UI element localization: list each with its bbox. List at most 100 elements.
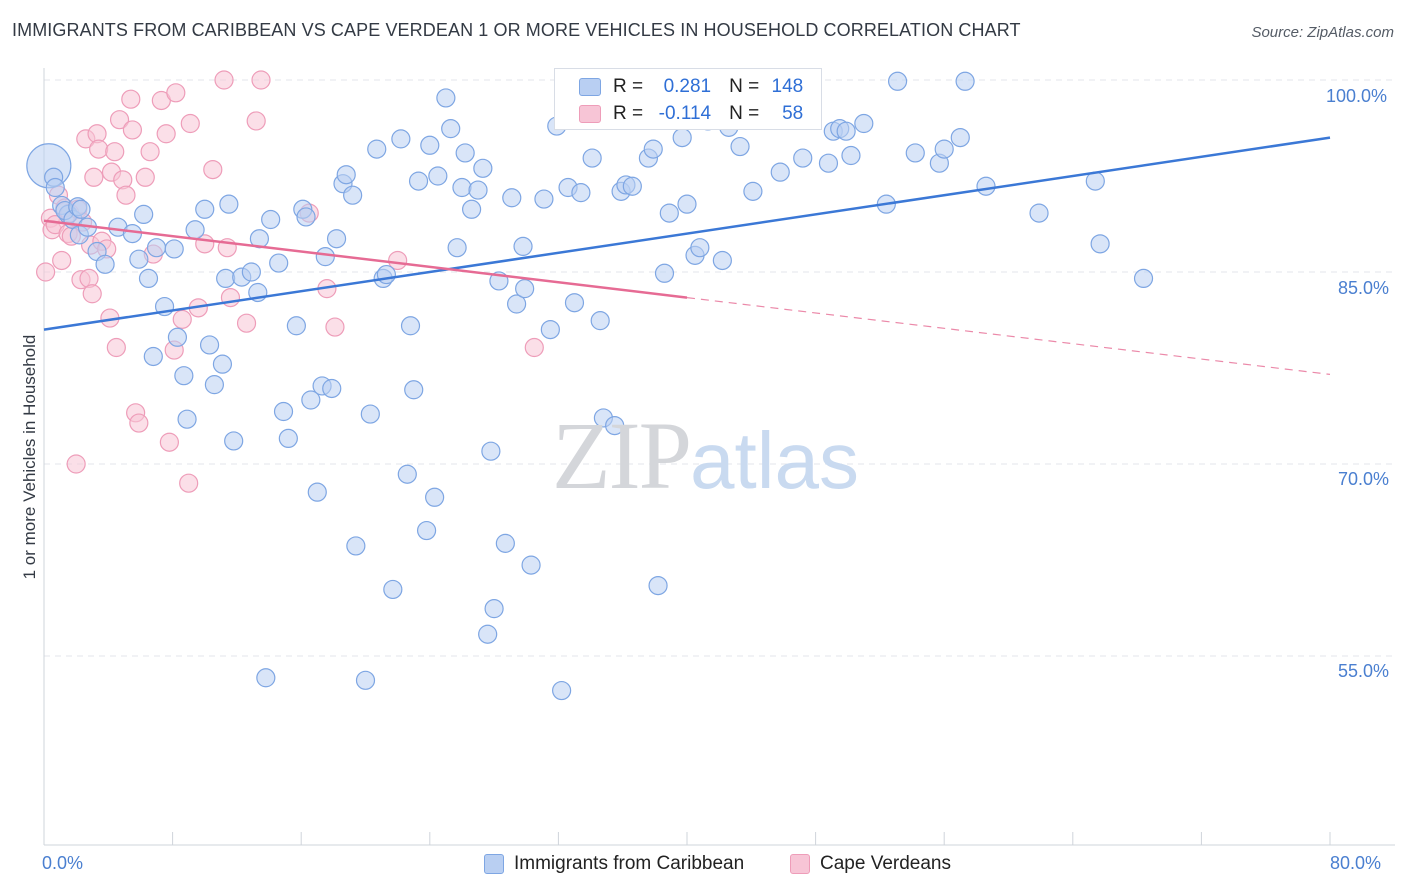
data-point-caribbean xyxy=(164,239,184,259)
data-point-cape-verdeans xyxy=(36,262,56,282)
data-point-caribbean xyxy=(484,599,504,619)
chart-title: IMMIGRANTS FROM CARIBBEAN VS CAPE VERDEA… xyxy=(12,20,1021,40)
data-point-cape-verdeans xyxy=(109,110,130,130)
data-point-caribbean xyxy=(1133,268,1154,288)
data-point-cape-verdeans xyxy=(179,473,199,493)
bottom-legend-caribbean[interactable]: Immigrants from Caribbean xyxy=(484,852,744,876)
data-point-caribbean xyxy=(818,153,839,173)
data-point-caribbean xyxy=(461,199,482,219)
data-point-caribbean xyxy=(420,135,440,155)
data-point-caribbean xyxy=(507,294,527,314)
correlation-legend: R = 0.281 N = 148 R = -0.114 N = 58 xyxy=(554,68,822,130)
data-point-caribbean xyxy=(976,176,996,196)
data-point-caribbean xyxy=(887,71,908,91)
data-point-caribbean xyxy=(278,428,298,448)
data-point-caribbean xyxy=(447,238,467,258)
data-point-caribbean xyxy=(478,624,498,644)
data-point-caribbean xyxy=(648,575,668,596)
data-point-caribbean xyxy=(690,238,710,258)
watermark-atlas: atlas xyxy=(690,416,859,505)
y-axis-label: 1 or more Vehicles in Household xyxy=(20,334,39,580)
data-point-caribbean xyxy=(622,176,642,196)
data-point-caribbean xyxy=(391,129,411,149)
legend-swatch-pink xyxy=(579,105,601,123)
data-point-caribbean xyxy=(1090,234,1110,254)
data-point-caribbean xyxy=(273,401,294,422)
data-point-caribbean xyxy=(315,247,335,267)
data-point-caribbean xyxy=(416,520,437,541)
data-point-caribbean xyxy=(286,316,306,336)
watermark: ZIPatlas xyxy=(552,400,859,511)
data-point-cape-verdeans xyxy=(203,160,223,180)
data-point-caribbean xyxy=(355,670,376,690)
data-point-caribbean xyxy=(296,207,316,227)
data-point-caribbean xyxy=(521,555,541,575)
data-point-caribbean xyxy=(481,441,501,461)
y-tick-label-55: 55.0% xyxy=(1338,661,1390,681)
legend-row-cape-verdeans: R = -0.114 N = 58 xyxy=(579,102,803,126)
y-tick-label-100: 100.0% xyxy=(1326,86,1388,106)
data-point-caribbean xyxy=(605,416,625,436)
data-point-caribbean xyxy=(261,209,281,230)
data-point-cape-verdeans xyxy=(236,313,257,333)
data-point-caribbean xyxy=(552,680,572,701)
data-point-caribbean xyxy=(143,346,163,367)
data-point-caribbean xyxy=(455,143,475,163)
data-point-caribbean xyxy=(138,268,159,288)
data-point-caribbean xyxy=(441,119,461,139)
bottom-legend-cape-verdeans[interactable]: Cape Verdeans xyxy=(790,852,951,876)
data-point-cape-verdeans xyxy=(105,142,125,162)
data-point-caribbean xyxy=(177,409,197,429)
data-point-caribbean xyxy=(326,229,347,249)
watermark-zip: ZIP xyxy=(552,402,692,509)
data-point-cape-verdeans xyxy=(129,413,149,433)
bottom-legend-label: Immigrants from Caribbean xyxy=(514,853,745,874)
data-point-caribbean xyxy=(677,194,697,214)
bottom-legend-swatch-pink xyxy=(790,854,810,874)
data-point-caribbean xyxy=(219,194,239,214)
data-point-caribbean xyxy=(216,268,236,288)
legend-n-label: N = xyxy=(729,103,760,124)
x-tick-label-max: 80.0% xyxy=(1330,853,1382,873)
data-point-caribbean xyxy=(672,128,692,148)
data-point-caribbean xyxy=(256,668,276,688)
data-point-caribbean xyxy=(582,148,602,168)
data-point-cape-verdeans xyxy=(172,309,192,329)
trend-lines xyxy=(43,136,1331,375)
data-point-caribbean xyxy=(336,165,356,185)
data-point-caribbean xyxy=(1029,203,1049,223)
data-point-caribbean xyxy=(564,293,585,313)
data-point-cape-verdeans xyxy=(52,250,72,271)
data-point-caribbean xyxy=(204,375,224,395)
data-point-caribbean xyxy=(397,464,417,484)
legend-r-label: R = xyxy=(613,76,644,97)
data-point-caribbean xyxy=(146,238,167,258)
data-point-cape-verdeans xyxy=(214,70,234,90)
data-point-caribbean xyxy=(425,487,445,507)
data-point-caribbean xyxy=(540,320,560,340)
bottom-legend-label: Cape Verdeans xyxy=(820,853,951,874)
data-point-cape-verdeans xyxy=(122,120,143,140)
bottom-legend-swatch-blue xyxy=(484,854,504,874)
data-point-caribbean xyxy=(793,148,813,168)
legend-n-label: N = xyxy=(729,76,760,97)
data-point-cape-verdeans xyxy=(89,139,109,159)
data-point-cape-verdeans xyxy=(116,185,136,205)
data-point-caribbean xyxy=(360,404,380,424)
data-point-caribbean xyxy=(712,250,732,271)
data-point-cape-verdeans xyxy=(135,167,155,187)
data-point-caribbean xyxy=(436,88,456,108)
data-point-caribbean xyxy=(45,177,65,198)
data-point-caribbean xyxy=(129,249,149,269)
data-point-caribbean xyxy=(905,143,925,163)
data-point-cape-verdeans xyxy=(325,317,345,337)
data-point-cape-verdeans xyxy=(121,89,141,109)
data-point-caribbean xyxy=(659,203,679,223)
data-point-caribbean xyxy=(404,380,424,400)
data-point-cape-verdeans xyxy=(82,284,102,304)
source-note: Source: ZipAtlas.com xyxy=(1251,24,1394,41)
data-point-caribbean xyxy=(836,121,856,141)
trend-line-caribbean xyxy=(43,136,1331,331)
data-point-caribbean xyxy=(495,533,515,553)
data-point-caribbean xyxy=(174,366,194,386)
